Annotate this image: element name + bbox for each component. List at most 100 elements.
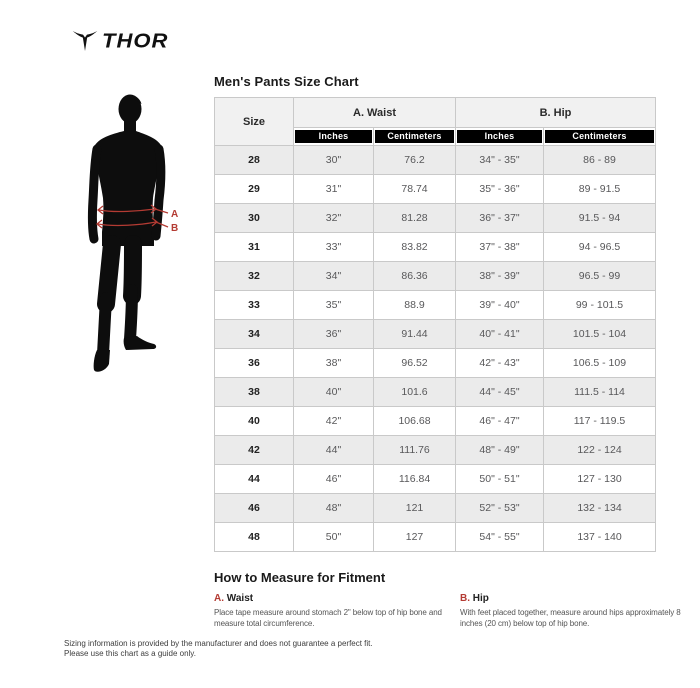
cell-waist_in: 32": [293, 203, 374, 233]
cell-waist_cm: 81.28: [373, 203, 456, 233]
brand-name: THOR: [102, 29, 169, 53]
cell-size: 34: [214, 319, 294, 349]
hip-instructions: B. Hip With feet placed together, measur…: [460, 593, 695, 629]
subheader-cell: Inches: [455, 127, 544, 146]
cell-hip_cm: 99 - 101.5: [543, 290, 656, 320]
cell-hip_in: 52" - 53": [455, 493, 544, 523]
cell-size: 31: [214, 232, 294, 262]
cell-hip_in: 46" - 47": [455, 406, 544, 436]
cell-hip_cm: 106.5 - 109: [543, 348, 656, 378]
table-row: 29 31" 78.74 35" - 36" 89 - 91.5: [214, 174, 656, 204]
cell-hip_cm: 91.5 - 94: [543, 203, 656, 233]
cell-hip_cm: 127 - 130: [543, 464, 656, 494]
column-header-size: Size: [214, 97, 294, 146]
table-row: 30 32" 81.28 36" - 37" 91.5 - 94: [214, 203, 656, 233]
subheader-waist-centimeters: Centimeters: [375, 130, 454, 143]
cell-hip_cm: 94 - 96.5: [543, 232, 656, 262]
cell-size: 48: [214, 522, 294, 552]
subheader-cell: Centimeters: [543, 127, 656, 146]
table-row: 34 36" 91.44 40" - 41" 101.5 - 104: [214, 319, 656, 349]
cell-waist_in: 36": [293, 319, 374, 349]
table-row: 32 34" 86.36 38" - 39" 96.5 - 99: [214, 261, 656, 291]
cell-hip_in: 48" - 49": [455, 435, 544, 465]
table-row: 42 44" 111.76 48" - 49" 122 - 124: [214, 435, 656, 465]
cell-waist_in: 34": [293, 261, 374, 291]
table-row: 33 35" 88.9 39" - 40" 99 - 101.5: [214, 290, 656, 320]
subheader-cell: Centimeters: [373, 127, 456, 146]
cell-waist_cm: 86.36: [373, 261, 456, 291]
cell-hip_in: 44" - 45": [455, 377, 544, 407]
cell-waist_cm: 111.76: [373, 435, 456, 465]
table-row: 36 38" 96.52 42" - 43" 106.5 - 109: [214, 348, 656, 378]
cell-waist_cm: 91.44: [373, 319, 456, 349]
table-row: 46 48" 121 52" - 53" 132 - 134: [214, 493, 656, 523]
disclaimer-line-2: Please use this chart as a guide only.: [64, 649, 196, 658]
cell-waist_in: 35": [293, 290, 374, 320]
cell-size: 38: [214, 377, 294, 407]
cell-hip_cm: 137 - 140: [543, 522, 656, 552]
waist-instructions: A. Waist Place tape measure around stoma…: [214, 593, 464, 629]
cell-waist_in: 42": [293, 406, 374, 436]
cell-waist_in: 40": [293, 377, 374, 407]
cell-size: 32: [214, 261, 294, 291]
measure-section-title: How to Measure for Fitment: [214, 570, 386, 585]
disclaimer-line-1: Sizing information is provided by the ma…: [64, 639, 373, 648]
waist-instruction-label: A. Waist: [214, 593, 464, 604]
cell-hip_cm: 132 - 134: [543, 493, 656, 523]
cell-size: 40: [214, 406, 294, 436]
cell-hip_cm: 122 - 124: [543, 435, 656, 465]
cell-hip_in: 34" - 35": [455, 145, 544, 175]
hip-measure-line: [95, 217, 169, 229]
disclaimer: Sizing information is provided by the ma…: [64, 639, 373, 659]
cell-waist_cm: 101.6: [373, 377, 456, 407]
cell-waist_in: 38": [293, 348, 374, 378]
cell-size: 28: [214, 145, 294, 175]
cell-hip_in: 35" - 36": [455, 174, 544, 204]
cell-size: 33: [214, 290, 294, 320]
waist-callout-label: A: [171, 209, 178, 220]
cell-size: 29: [214, 174, 294, 204]
cell-waist_cm: 96.52: [373, 348, 456, 378]
cell-waist_cm: 76.2: [373, 145, 456, 175]
cell-size: 30: [214, 203, 294, 233]
cell-waist_cm: 116.84: [373, 464, 456, 494]
cell-hip_cm: 86 - 89: [543, 145, 656, 175]
cell-hip_in: 54" - 55": [455, 522, 544, 552]
size-table-body: 28 30" 76.2 34" - 35" 86 - 89 29 31" 78.74 35" -…: [214, 145, 656, 552]
subheader-cell: Inches: [293, 127, 374, 146]
waist-letter: A.: [214, 593, 224, 604]
column-group-waist: A. Waist: [293, 97, 456, 128]
cell-hip_cm: 89 - 91.5: [543, 174, 656, 204]
cell-hip_in: 39" - 40": [455, 290, 544, 320]
table-row: 44 46" 116.84 50" - 51" 127 - 130: [214, 464, 656, 494]
cell-hip_in: 38" - 39": [455, 261, 544, 291]
table-row: 31 33" 83.82 37" - 38" 94 - 96.5: [214, 232, 656, 262]
cell-size: 36: [214, 348, 294, 378]
table-subheader-row: Inches Centimeters Inches Centimeters: [215, 127, 656, 146]
hip-instruction-label: B. Hip: [460, 593, 695, 604]
table-row: 48 50" 127 54" - 55" 137 - 140: [214, 522, 656, 552]
cell-hip_cm: 101.5 - 104: [543, 319, 656, 349]
hip-letter: B.: [460, 593, 470, 604]
cell-size: 42: [214, 435, 294, 465]
waist-instruction-text: Place tape measure around stomach 2" bel…: [214, 608, 442, 628]
table-row: 40 42" 106.68 46" - 47" 117 - 119.5: [214, 406, 656, 436]
cell-hip_cm: 117 - 119.5: [543, 406, 656, 436]
male-silhouette: [87, 94, 166, 372]
table-row: 28 30" 76.2 34" - 35" 86 - 89: [214, 145, 656, 175]
cell-size: 44: [214, 464, 294, 494]
cell-hip_in: 36" - 37": [455, 203, 544, 233]
cell-hip_cm: 111.5 - 114: [543, 377, 656, 407]
table-header-row: Size A. Waist B. Hip: [214, 97, 656, 146]
cell-waist_in: 33": [293, 232, 374, 262]
cell-waist_cm: 127: [373, 522, 456, 552]
cell-waist_cm: 78.74: [373, 174, 456, 204]
cell-hip_in: 40" - 41": [455, 319, 544, 349]
cell-waist_in: 48": [293, 493, 374, 523]
cell-waist_in: 50": [293, 522, 374, 552]
waist-measure-line: [96, 204, 169, 215]
cell-waist_cm: 106.68: [373, 406, 456, 436]
column-group-hip: B. Hip: [455, 97, 656, 128]
page-title: Men's Pants Size Chart: [214, 74, 359, 89]
